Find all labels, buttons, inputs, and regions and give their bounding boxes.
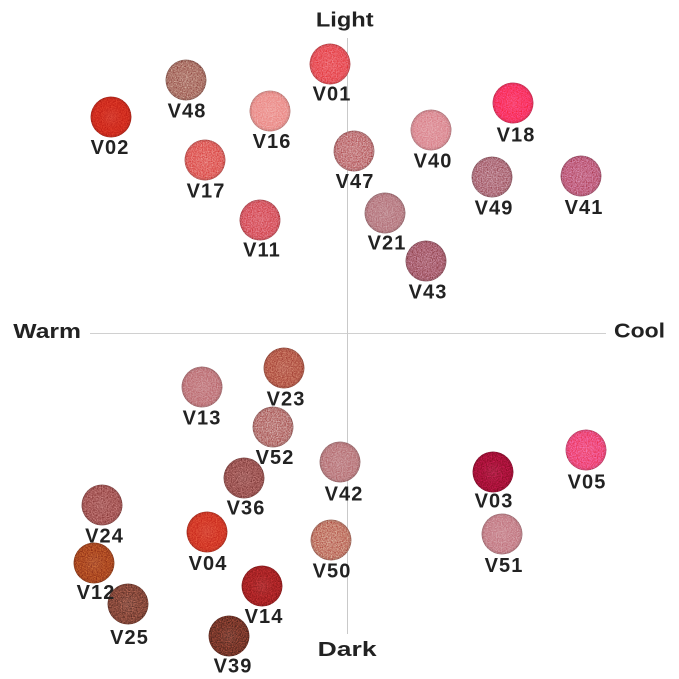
svg-text:V40: V40 [414,150,453,172]
svg-text:V02: V02 [91,137,130,159]
svg-text:V21: V21 [368,232,407,254]
svg-text:Dark: Dark [318,639,378,661]
svg-text:V18: V18 [497,124,536,146]
svg-text:V42: V42 [325,483,364,505]
svg-text:V23: V23 [267,388,306,410]
svg-text:V39: V39 [214,655,253,677]
svg-text:V03: V03 [475,490,514,512]
svg-text:V25: V25 [110,627,149,649]
svg-text:V17: V17 [187,180,226,202]
svg-text:V47: V47 [336,171,375,193]
svg-text:V48: V48 [168,100,207,122]
svg-text:V49: V49 [475,197,514,219]
svg-text:V41: V41 [565,197,604,219]
svg-text:V04: V04 [189,553,228,575]
svg-text:V13: V13 [183,407,222,429]
svg-text:V50: V50 [313,560,352,582]
svg-text:Warm: Warm [13,321,81,343]
svg-text:V51: V51 [485,555,524,577]
svg-text:V16: V16 [253,131,292,153]
svg-text:V11: V11 [243,239,281,261]
svg-text:V43: V43 [409,281,448,303]
svg-text:V01: V01 [313,83,352,105]
svg-text:V24: V24 [85,525,124,547]
svg-text:V36: V36 [227,497,266,519]
svg-text:V14: V14 [245,606,284,628]
svg-text:V05: V05 [568,471,607,493]
svg-text:Cool: Cool [614,321,665,343]
svg-text:V12: V12 [77,582,116,604]
svg-text:V52: V52 [256,447,295,469]
svg-text:Light: Light [316,9,374,31]
